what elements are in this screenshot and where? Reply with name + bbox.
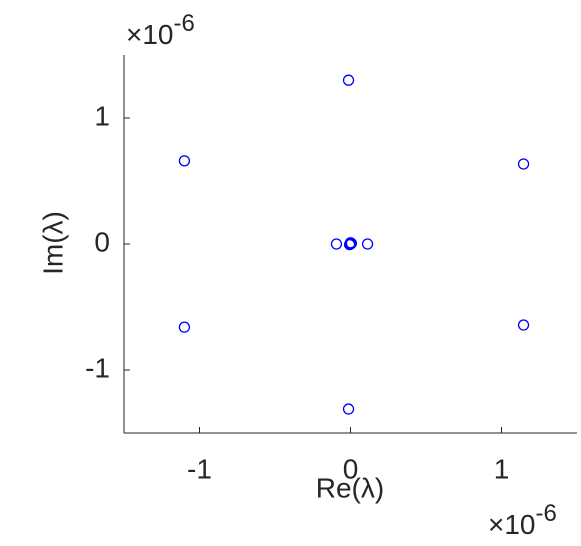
y-multiplier-base: ×10 bbox=[126, 19, 174, 50]
point bbox=[361, 238, 374, 250]
point bbox=[342, 74, 355, 86]
y-tick-label: 0 bbox=[94, 226, 110, 257]
x-multiplier: ×10-6 bbox=[488, 500, 557, 540]
y-tick-label: 1 bbox=[94, 100, 110, 131]
y-axis-label: Im(λ) bbox=[37, 211, 68, 275]
point bbox=[342, 403, 355, 415]
y-multiplier: ×10-6 bbox=[126, 10, 195, 50]
point bbox=[178, 155, 191, 167]
point bbox=[178, 321, 191, 333]
x-tick-label: 1 bbox=[494, 453, 510, 484]
point bbox=[344, 237, 357, 249]
x-tick-label: 0 bbox=[343, 453, 359, 484]
point bbox=[330, 238, 343, 250]
point bbox=[517, 158, 530, 170]
y-multiplier-exponent: -6 bbox=[174, 10, 195, 37]
x-multiplier-exponent: -6 bbox=[536, 500, 557, 527]
x-multiplier-base: ×10 bbox=[488, 509, 536, 540]
y-tick-label: -1 bbox=[85, 352, 110, 383]
x-axis-label: Re(λ) bbox=[316, 472, 384, 503]
point bbox=[517, 319, 530, 331]
x-tick-label: -1 bbox=[187, 453, 212, 484]
